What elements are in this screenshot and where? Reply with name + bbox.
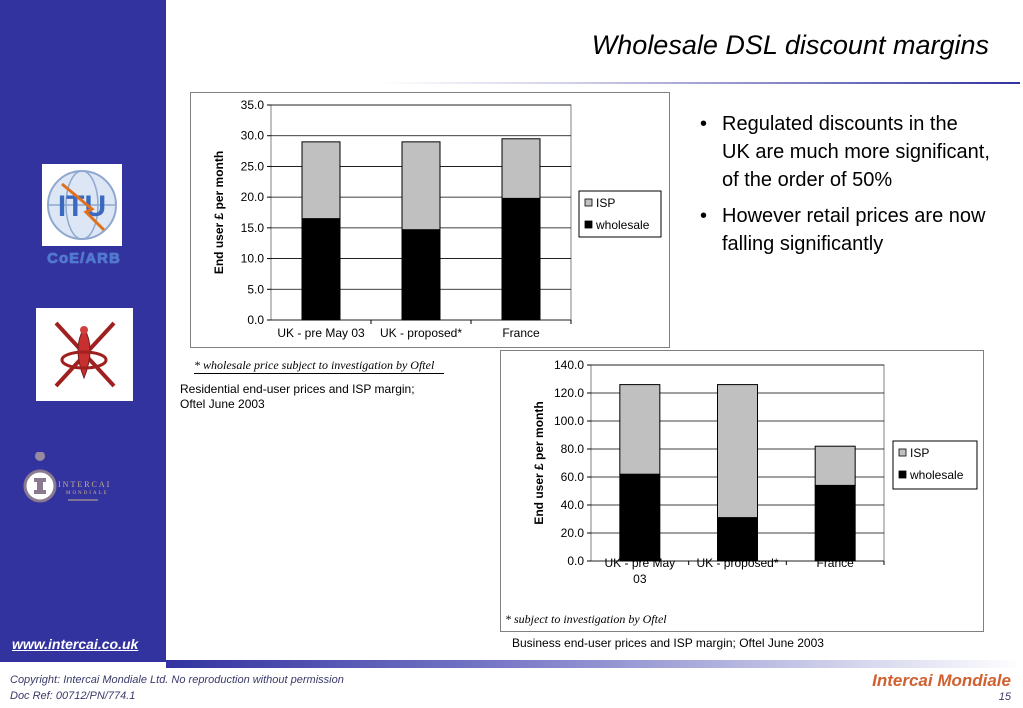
x-tick-label: France [816, 556, 854, 570]
residential-chart: 0.0 5.0 10.0 15.0 20.0 25.0 30.0 35.0 End user £… [190, 92, 670, 348]
y-tick-label: 120.0 [554, 386, 584, 400]
footer-doc-ref: Doc Ref: 00712/PN/774.1 [10, 690, 136, 702]
intercai-logo-sub: MONDIALE [66, 491, 109, 496]
legend-swatch-wholesale [584, 220, 593, 229]
bar-wholesale [717, 517, 758, 562]
footer-copyright: Copyright: Intercai Mondiale Ltd. No rep… [10, 674, 344, 686]
bar-wholesale [814, 484, 856, 562]
legend-box [892, 440, 978, 490]
legend-label: ISP [596, 196, 615, 210]
x-tick-label: 03 [633, 572, 647, 586]
bullet-list: • Regulated discounts in the UK are much… [700, 110, 990, 266]
bullet-item: • However retail prices are now falling … [700, 202, 990, 258]
business-chart: 0.0 20.0 40.0 60.0 80.0 100.0 120.0 140.0 End us… [500, 350, 984, 632]
legend-swatch-isp [584, 198, 593, 207]
footer-brand: Intercai Mondiale [872, 671, 1011, 690]
bar-wholesale [401, 229, 441, 321]
y-tick-label: 30.0 [241, 129, 265, 143]
y-tick-label: 5.0 [247, 282, 264, 296]
y-tick-label: 20.0 [561, 526, 585, 540]
bullet-text: Regulated discounts in the UK are much m… [722, 113, 990, 191]
footer-bar [166, 660, 1023, 668]
legend-box [578, 190, 662, 238]
business-chart-svg: 0.0 20.0 40.0 60.0 80.0 100.0 120.0 140.0 End us… [532, 358, 978, 586]
bullet-dot: • [700, 205, 708, 227]
y-tick-label: 0.0 [567, 554, 584, 568]
website-link[interactable]: www.intercai.co.uk [12, 636, 139, 652]
bar-isp [301, 141, 341, 220]
bar-isp [717, 384, 758, 519]
sidebar: ITU CoE/ARB INTERCAI MONDIALE www.interc… [0, 0, 166, 662]
y-tick-label: 10.0 [241, 252, 265, 266]
legend-label: ISP [910, 446, 929, 460]
y-tick-label: 80.0 [561, 442, 585, 456]
oman-emblem-logo [36, 308, 133, 401]
legend-swatch-isp [898, 448, 907, 457]
svg-text:ITU: ITU [58, 190, 106, 223]
title-underline [380, 82, 1020, 84]
page-number: 15 [998, 691, 1011, 703]
legend-label: wholesale [909, 468, 964, 482]
y-axis-label: End user £ per month [212, 151, 226, 274]
bar-isp [401, 141, 441, 231]
y-tick-label: 0.0 [247, 313, 264, 327]
residential-chart-svg: 0.0 5.0 10.0 15.0 20.0 25.0 30.0 35.0 End user £… [212, 98, 662, 340]
bar-wholesale [301, 218, 341, 321]
chart1-caption: Residential end-user prices and ISP marg… [180, 382, 415, 411]
chart1-footnote: * wholesale price subject to investigati… [194, 358, 445, 374]
itu-logo: ITU [42, 164, 122, 246]
bar-isp [619, 384, 661, 475]
bar-wholesale [501, 197, 541, 321]
intercai-logo [18, 451, 138, 508]
bullet-dot: • [700, 113, 708, 135]
bar-isp [501, 138, 541, 199]
x-tick-label: UK - proposed* [380, 326, 462, 340]
y-tick-label: 20.0 [241, 190, 265, 204]
x-tick-label: UK - pre May [604, 556, 675, 570]
y-tick-label: 25.0 [241, 159, 265, 173]
y-tick-label: 140.0 [554, 358, 584, 372]
itu-logo-label: CoE/ARB [47, 250, 121, 267]
bar-isp [814, 445, 856, 486]
y-tick-label: 60.0 [561, 470, 585, 484]
x-tick-label: UK - pre May 03 [277, 326, 365, 340]
bar-wholesale [619, 473, 661, 562]
intercai-logo-word: INTERCAI [58, 480, 112, 489]
y-tick-label: 40.0 [561, 498, 585, 512]
x-tick-label: UK - proposed* [696, 556, 778, 570]
legend-label: wholesale [595, 218, 650, 232]
x-tick-label: France [502, 326, 540, 340]
y-tick-label: 35.0 [241, 98, 265, 112]
legend-swatch-wholesale [898, 470, 907, 479]
bullet-text: However retail prices are now falling si… [722, 205, 986, 255]
chart2-caption: Business end-user prices and ISP margin;… [512, 636, 824, 650]
slide-title: Wholesale DSL discount margins [591, 30, 989, 60]
y-axis-label: End user £ per month [532, 401, 546, 524]
y-tick-label: 100.0 [554, 414, 584, 428]
bullet-item: • Regulated discounts in the UK are much… [700, 110, 990, 194]
y-tick-label: 15.0 [241, 221, 265, 235]
chart2-footnote: * subject to investigation by Oftel [505, 612, 667, 626]
